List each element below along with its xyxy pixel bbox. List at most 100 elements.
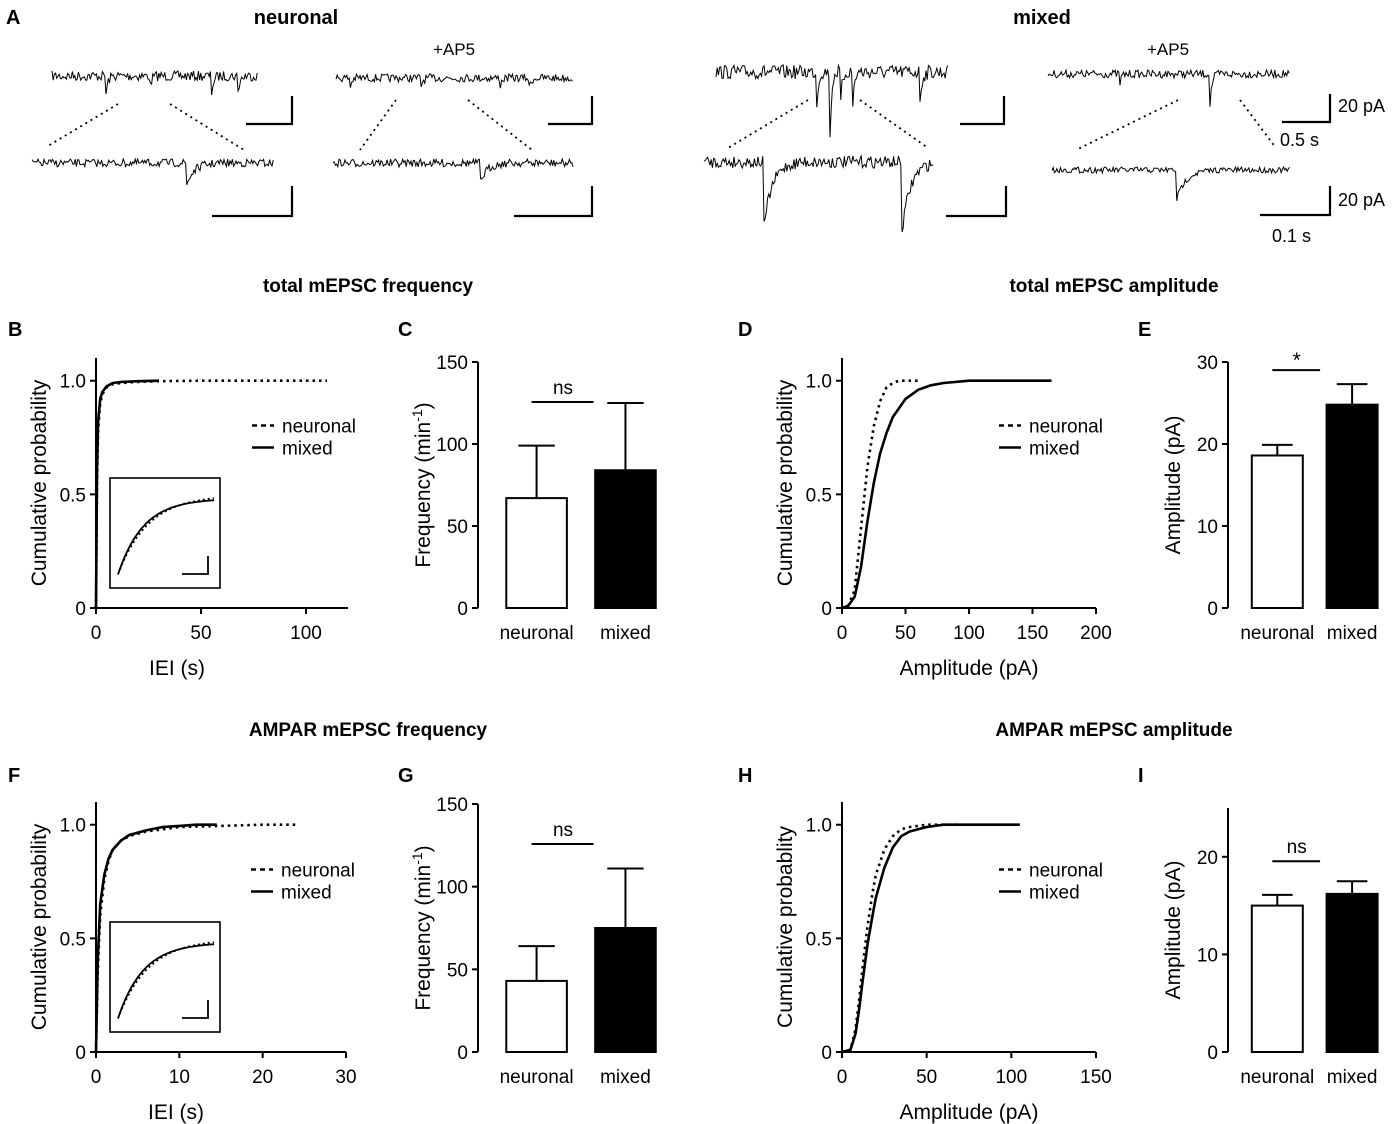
bar-neuronal xyxy=(505,979,568,1054)
y-tick-label: 1.0 xyxy=(60,372,86,393)
y-tick-label: 0 xyxy=(821,1043,832,1064)
series-line-mixed xyxy=(94,379,160,609)
category-label-mixed: mixed xyxy=(600,1067,651,1088)
significance-label: * xyxy=(1293,349,1301,372)
x-tick-label: 150 xyxy=(1080,1067,1112,1088)
x-tick-label: 50 xyxy=(916,1067,937,1088)
category-label-neuronal: neuronal xyxy=(1240,1067,1314,1088)
inset-series-mixed xyxy=(117,943,215,1019)
x-tick-label: 0 xyxy=(837,623,848,644)
category-label-mixed: mixed xyxy=(1327,623,1378,644)
bar-mixed xyxy=(1325,892,1379,1053)
y-tick-label: 30 xyxy=(1197,353,1218,374)
trace-mixed-control-top xyxy=(715,63,949,138)
zoom-guide-line xyxy=(1075,99,1179,151)
y-tick-label: 150 xyxy=(436,795,468,816)
series-line-mixed xyxy=(94,823,217,1053)
category-label-neuronal: neuronal xyxy=(1240,623,1314,644)
panel-letter-b: B xyxy=(8,319,22,341)
scale-bar-top-y-label: 20 pA xyxy=(1338,96,1385,116)
y-axis-label-superscript: -1 xyxy=(409,852,425,865)
zoom-guide-line xyxy=(467,99,533,151)
chart-g-frequency-bars: G 0 50 100 150 Frequency (min-1) neuronal mixed… xyxy=(398,765,657,1088)
scale-bar-top-x-label: 0.5 s xyxy=(1280,130,1319,150)
x-tick-label: 100 xyxy=(995,1067,1027,1088)
significance-label: ns xyxy=(553,820,573,841)
section-title-total-amplitude: total mEPSC amplitude xyxy=(1009,276,1218,297)
significance-label: ns xyxy=(553,378,573,399)
x-tick-label: 150 xyxy=(1017,623,1049,644)
zoom-guide-line xyxy=(1239,99,1277,149)
y-tick-label: 150 xyxy=(436,353,468,374)
x-tick-label: 50 xyxy=(895,623,916,644)
panel-letter-f: F xyxy=(8,765,20,787)
scale-bar-top-lines xyxy=(1282,94,1332,124)
y-axis-label: Amplitude (pA) xyxy=(1162,416,1185,555)
x-tick-label: 50 xyxy=(190,623,211,644)
trace-scale-bar xyxy=(212,186,294,218)
scale-bar-bottom-x-label: 0.1 s xyxy=(1272,226,1311,246)
y-axis-label: Frequency (min-1) xyxy=(409,402,435,567)
chart-c-frequency-bars: C 0 50 100 150 Frequency (min-1) neuronal mixed… xyxy=(398,319,657,644)
chart-i-amplitude-bars: I 0 10 20 Amplitude (pA) neuronal mixed ns xyxy=(1138,765,1379,1088)
legend-label-mixed: mixed xyxy=(1029,439,1080,460)
x-tick-label: 200 xyxy=(1080,623,1112,644)
series-line-neuronal xyxy=(841,823,961,1054)
y-tick-label: 0.5 xyxy=(60,485,86,506)
inset xyxy=(109,921,221,1033)
y-axis-label-close: ) xyxy=(412,402,435,409)
inset-frame xyxy=(109,477,221,589)
trace-scale-bar xyxy=(960,96,1006,126)
y-tick-label: 100 xyxy=(436,435,468,456)
y-axis-label-superscript: -1 xyxy=(409,409,425,422)
x-axis-label: Amplitude (pA) xyxy=(900,1101,1039,1124)
trace-scale-bar xyxy=(946,186,1008,218)
panel-letter-g: G xyxy=(398,765,414,787)
series-line-neuronal xyxy=(841,379,919,610)
y-tick-label: 0 xyxy=(457,1043,468,1064)
category-label-mixed: mixed xyxy=(1327,1067,1378,1088)
bar-mixed xyxy=(594,469,657,609)
trace-scale-bar xyxy=(548,96,594,126)
y-tick-label: 50 xyxy=(447,960,468,981)
panel-a: A neuronal mixed +AP5 +AP5 20 pA 0.5 s 2… xyxy=(6,7,1385,246)
inset xyxy=(109,477,221,589)
legend-label-neuronal: neuronal xyxy=(281,861,355,882)
zoom-guide-line xyxy=(727,99,809,149)
y-axis-label-main: Frequency (min xyxy=(412,865,435,1011)
y-tick-label: 0 xyxy=(457,599,468,620)
trace-mixed-ap5-bottom xyxy=(1051,165,1290,201)
y-tick-label: 1.0 xyxy=(806,372,832,393)
trace-neuronal-control-top xyxy=(51,69,258,96)
legend-label-neuronal: neuronal xyxy=(1029,417,1103,438)
x-tick-label: 30 xyxy=(335,1067,356,1088)
trace-mixed-ap5-top xyxy=(1047,68,1290,107)
y-tick-label: 0.5 xyxy=(806,929,832,950)
y-tick-label: 0 xyxy=(1207,1043,1218,1064)
chart-e-amplitude-bars: E 0 10 20 30 Amplitude (pA) neuronal mixed * xyxy=(1138,319,1379,644)
category-label-neuronal: neuronal xyxy=(500,623,574,644)
y-tick-label: 20 xyxy=(1197,848,1218,869)
trace-scale-bar xyxy=(246,96,294,126)
trace-mixed-control-bottom xyxy=(703,154,934,232)
x-tick-label: 10 xyxy=(169,1067,190,1088)
zoom-guide-line xyxy=(47,103,119,147)
x-axis-label: Amplitude (pA) xyxy=(900,657,1039,680)
section-title-ampar-amplitude: AMPAR mEPSC amplitude xyxy=(995,720,1232,741)
bar-neuronal xyxy=(1250,904,1304,1053)
legend-label-neuronal: neuronal xyxy=(282,417,356,438)
y-tick-label: 1.0 xyxy=(60,816,86,837)
y-axis-label-main: Frequency (min xyxy=(412,422,435,568)
bar-mixed xyxy=(594,927,657,1053)
x-tick-label: 0 xyxy=(837,1067,848,1088)
y-axis-label: Cumulative probablity xyxy=(774,826,797,1028)
y-tick-label: 20 xyxy=(1197,435,1218,456)
y-axis-label-close: ) xyxy=(412,845,435,852)
series-line-mixed xyxy=(841,379,1052,610)
trace-recordings xyxy=(31,63,1290,232)
y-tick-label: 0.5 xyxy=(806,485,832,506)
y-tick-label: 0.5 xyxy=(60,929,86,950)
scale-bar-bottom-lines xyxy=(1260,186,1332,217)
y-tick-label: 100 xyxy=(436,878,468,899)
chart-f-cumulative-iei: F 0 0.5 1.0 0 10 20 30 IEI (s) Cumulative probabi… xyxy=(8,765,357,1124)
